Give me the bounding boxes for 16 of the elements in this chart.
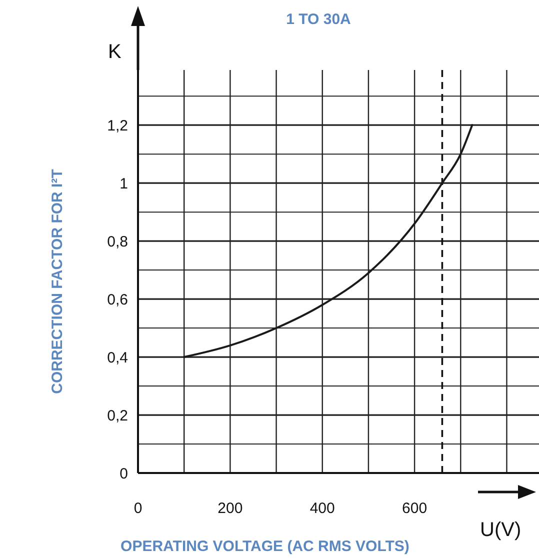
text: K (108, 41, 122, 63)
y-tick-label: 1 (120, 175, 128, 192)
x-axis-title: OPERATING VOLTAGE (AC RMS VOLTS) (120, 538, 410, 555)
text: U(V) (480, 519, 522, 541)
y-axis-title: CORRECTION FACTOR FOR I²T (49, 169, 66, 394)
y-tick-label: 0,2 (107, 407, 128, 424)
chart-title: 1 TO 30A (286, 11, 352, 28)
y-tick-label: 0 (120, 465, 128, 482)
x-tick-label: 0 (134, 500, 142, 517)
y-tick-label: 0,8 (107, 233, 128, 250)
y-tick-label: 0,6 (107, 291, 128, 308)
y-tick-label: 1,2 (107, 117, 128, 134)
x-tick-label: 600 (402, 500, 428, 517)
y-tick-label: 0,4 (107, 349, 128, 366)
x-tick-label: 400 (310, 500, 335, 517)
x-tick-label: 200 (218, 500, 243, 517)
